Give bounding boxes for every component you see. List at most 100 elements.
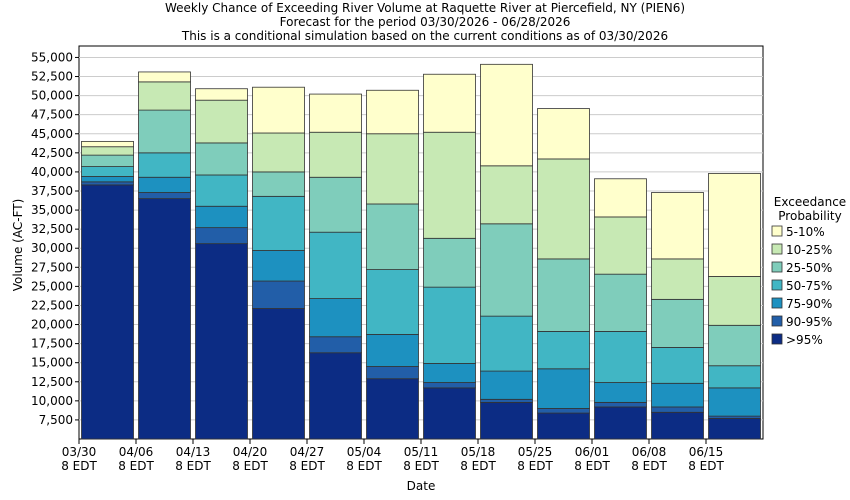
bar-04-06-10-25pct xyxy=(138,81,191,111)
bar-06-08-90-95pct xyxy=(651,406,704,413)
legend-entry-label: 25-50% xyxy=(786,261,832,275)
bar-06-15-50-75pct xyxy=(708,365,761,389)
bar-04-13-10-25pct xyxy=(195,99,248,144)
legend-entry-label: >95% xyxy=(786,333,823,347)
bar-05-11-75-90pct xyxy=(423,363,476,383)
bar-05-04-5-10pct xyxy=(366,89,419,135)
bar-04-06-5-10pct xyxy=(138,71,191,83)
x-tick-label-time: 8 EDT xyxy=(61,459,97,473)
bar-06-01-90-95pct xyxy=(594,401,647,408)
legend-swatch xyxy=(771,243,783,255)
bar-03-30-gt95pct xyxy=(81,184,134,440)
bar-06-08-75-90pct xyxy=(651,382,704,408)
bar-04-13-5-10pct xyxy=(195,88,248,101)
y-tick-label: 20,000 xyxy=(31,318,73,332)
bar-04-06-25-50pct xyxy=(138,109,191,154)
bar-05-11-gt95pct xyxy=(423,387,476,440)
bar-04-27-gt95pct xyxy=(309,352,362,440)
y-tick-label: 17,500 xyxy=(31,337,73,351)
bar-06-01-75-90pct xyxy=(594,382,647,403)
y-tick-label: 10,000 xyxy=(31,394,73,408)
bar-06-08-10-25pct xyxy=(651,258,704,300)
bar-05-25-75-90pct xyxy=(537,368,590,409)
bar-06-15-10-25pct xyxy=(708,276,761,326)
bar-05-25-gt95pct xyxy=(537,412,590,440)
bar-04-20-10-25pct xyxy=(252,132,305,173)
bar-03-30-50-75pct xyxy=(81,166,134,177)
bar-05-11-10-25pct xyxy=(423,131,476,239)
bar-03-30-90-95pct xyxy=(81,181,134,186)
bar-03-30-75-90pct xyxy=(81,176,134,183)
bar-05-18-90-95pct xyxy=(480,398,533,403)
legend-swatch xyxy=(771,279,783,291)
bar-05-11-90-95pct xyxy=(423,382,476,389)
bar-04-20-75-90pct xyxy=(252,250,305,282)
y-axis-label: Volume (AC-FT) xyxy=(11,199,25,292)
y-axis-ticks: 7,500 10,000 12,500 15,000 17,500 20,000 22,50… xyxy=(31,50,79,427)
y-tick-label: 42,500 xyxy=(31,146,73,160)
bar-03-30-10-25pct xyxy=(81,146,134,156)
y-tick-label: 45,000 xyxy=(31,127,73,141)
chart-title: Weekly Chance of Exceeding River Volume … xyxy=(165,1,685,15)
bar-05-18-50-75pct xyxy=(480,315,533,372)
bar-05-04-90-95pct xyxy=(366,366,419,380)
bar-05-25-90-95pct xyxy=(537,408,590,414)
bar-06-15-25-50pct xyxy=(708,324,761,367)
x-tick-label-date: 06/15 xyxy=(689,445,724,459)
bar-06-08-gt95pct xyxy=(651,411,704,440)
bar-05-18-gt95pct xyxy=(480,401,533,440)
bar-03-30-25-50pct xyxy=(81,154,134,167)
bar-04-06-75-90pct xyxy=(138,176,191,193)
x-tick-label-date: 06/08 xyxy=(632,445,667,459)
x-tick-label-time: 8 EDT xyxy=(631,459,667,473)
x-tick-label-date: 06/01 xyxy=(575,445,610,459)
y-tick-label: 27,500 xyxy=(31,260,73,274)
x-tick-label-date: 03/30 xyxy=(62,445,97,459)
x-tick-label-date: 05/11 xyxy=(404,445,439,459)
bars xyxy=(81,63,761,440)
bar-06-08-50-75pct xyxy=(651,347,704,384)
bar-04-27-90-95pct xyxy=(309,336,362,354)
x-tick-label-time: 8 EDT xyxy=(118,459,154,473)
x-tick-label-date: 05/18 xyxy=(461,445,496,459)
bar-06-15-gt95pct xyxy=(708,417,761,440)
legend-swatch xyxy=(771,315,783,327)
x-tick-label-date: 04/20 xyxy=(233,445,268,459)
bar-05-11-5-10pct xyxy=(423,73,476,133)
bar-04-27-10-25pct xyxy=(309,131,362,178)
y-tick-label: 7,500 xyxy=(39,413,73,427)
x-axis-label: Date xyxy=(407,479,436,493)
bar-06-01-5-10pct xyxy=(594,178,647,218)
bar-04-20-25-50pct xyxy=(252,171,305,197)
x-tick-label-date: 04/13 xyxy=(176,445,211,459)
plot-area xyxy=(78,45,764,440)
legend-title-line1: Exceedance xyxy=(774,195,846,209)
y-tick-label: 32,500 xyxy=(31,222,73,236)
x-tick-label-time: 8 EDT xyxy=(289,459,325,473)
legend-entry-label: 5-10% xyxy=(786,225,825,239)
bar-06-01-25-50pct xyxy=(594,273,647,332)
bar-05-11-50-75pct xyxy=(423,286,476,364)
y-tick-label: 37,500 xyxy=(31,184,73,198)
bar-05-18-5-10pct xyxy=(480,63,533,167)
legend-entry-label: 90-95% xyxy=(786,315,832,329)
legend-swatch xyxy=(771,297,783,309)
x-tick-label-time: 8 EDT xyxy=(460,459,496,473)
y-tick-label: 50,000 xyxy=(31,89,73,103)
bar-05-18-25-50pct xyxy=(480,223,533,317)
bar-04-13-75-90pct xyxy=(195,205,248,229)
bar-04-20-5-10pct xyxy=(252,86,305,134)
bar-04-20-90-95pct xyxy=(252,280,305,309)
legend: Exceedance Probability 5-10% 10-25% 25-50%… xyxy=(771,195,846,347)
x-tick-label-time: 8 EDT xyxy=(574,459,610,473)
x-tick-label-time: 8 EDT xyxy=(232,459,268,473)
bar-04-27-25-50pct xyxy=(309,176,362,233)
bar-04-27-75-90pct xyxy=(309,298,362,338)
legend-swatch xyxy=(771,333,783,345)
x-tick-label-date: 05/04 xyxy=(347,445,382,459)
y-tick-label: 40,000 xyxy=(31,165,73,179)
bar-05-18-10-25pct xyxy=(480,165,533,225)
y-tick-label: 22,500 xyxy=(31,298,73,312)
gridlines xyxy=(79,56,763,421)
